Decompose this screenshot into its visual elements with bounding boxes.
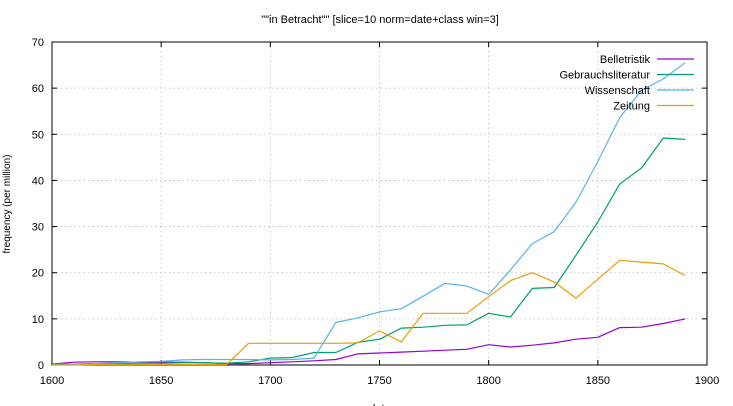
- x-tick-label: 1650: [149, 375, 173, 387]
- series-line-zeitung: [52, 259, 686, 366]
- x-axis: 1600 1650 1700 1750 1800 1850 1900: [40, 42, 719, 387]
- y-axis-label: frequency (per million): [2, 155, 13, 254]
- series-line-wissenschaft: [51, 62, 686, 366]
- series-lines: [51, 62, 686, 366]
- x-tick-label: 1800: [476, 375, 500, 387]
- series-line-belletristik: [51, 318, 686, 365]
- y-tick-label: 50: [32, 129, 44, 141]
- legend-label-gebrauchsliteratur: Gebrauchsliteratur: [560, 70, 651, 82]
- legend: Belletristik Gebrauchsliteratur Wissenscha…: [560, 54, 694, 113]
- x-axis-label: date: [369, 403, 390, 406]
- y-tick-label: 60: [32, 83, 44, 95]
- legend-label-zeitung: Zeitung: [613, 101, 650, 113]
- y-tick-label: 10: [32, 314, 44, 326]
- y-tick-label: 0: [38, 360, 44, 372]
- x-tick-label: 1600: [40, 375, 64, 387]
- grid: [52, 42, 707, 365]
- y-tick-label: 30: [32, 222, 44, 234]
- series-line-gebrauchsliteratur: [51, 137, 686, 366]
- y-tick-label: 70: [32, 37, 44, 49]
- x-tick-label: 1850: [586, 375, 610, 387]
- x-tick-label: 1750: [367, 375, 391, 387]
- chart-title: ""in Betracht"" [slice=10 norm=date+clas…: [261, 14, 499, 26]
- x-tick-label: 1700: [258, 375, 282, 387]
- y-tick-label: 40: [32, 175, 44, 187]
- y-axis: 0 10 20 30 40 50 60 70: [32, 37, 707, 372]
- legend-label-belletristik: Belletristik: [600, 54, 651, 66]
- legend-label-wissenschaft: Wissenschaft: [585, 85, 650, 97]
- x-tick-label: 1900: [695, 375, 719, 387]
- y-tick-label: 20: [32, 268, 44, 280]
